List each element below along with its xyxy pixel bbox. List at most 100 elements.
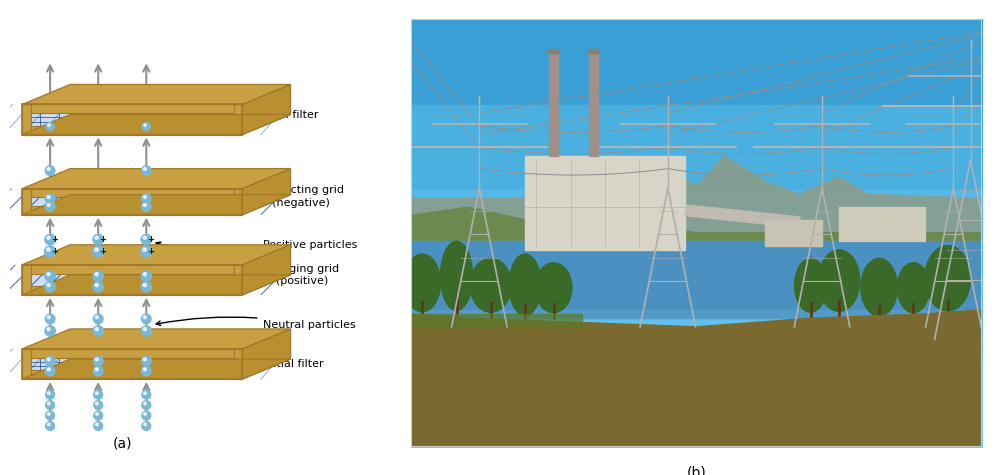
Polygon shape [22,169,291,189]
Ellipse shape [898,263,930,313]
Circle shape [142,421,150,430]
Ellipse shape [925,246,971,311]
Polygon shape [22,126,242,134]
Circle shape [93,282,103,292]
Circle shape [93,271,103,281]
Circle shape [94,401,102,409]
Circle shape [95,402,98,405]
Circle shape [47,168,50,171]
Circle shape [95,368,98,371]
Bar [589,53,598,156]
Circle shape [47,423,50,426]
Polygon shape [22,85,291,104]
Polygon shape [22,195,291,215]
Circle shape [95,284,98,286]
Text: Final filter: Final filter [263,110,318,120]
Circle shape [93,366,103,376]
Circle shape [143,284,146,286]
Circle shape [48,124,50,126]
Polygon shape [22,286,242,295]
Polygon shape [22,265,242,295]
Polygon shape [22,104,242,114]
Text: (a): (a) [112,436,132,450]
Text: +: + [147,235,154,244]
Circle shape [94,390,102,399]
Polygon shape [22,245,291,265]
Polygon shape [22,265,242,274]
Circle shape [46,401,54,409]
Polygon shape [411,207,982,250]
Circle shape [143,413,146,415]
Ellipse shape [470,258,511,312]
Circle shape [143,358,146,361]
Circle shape [143,168,146,171]
Text: (b): (b) [686,465,706,475]
Circle shape [140,246,152,257]
Circle shape [95,423,98,426]
Bar [765,220,822,246]
Circle shape [141,282,151,292]
Bar [685,205,800,228]
Polygon shape [233,189,242,215]
Circle shape [143,248,146,251]
Text: +: + [99,247,106,256]
Text: Initial filter: Initial filter [263,359,324,369]
Circle shape [141,202,151,211]
Polygon shape [22,189,242,215]
Polygon shape [22,359,291,379]
Circle shape [95,273,98,276]
Circle shape [44,246,56,257]
Polygon shape [22,114,291,134]
Circle shape [143,392,146,394]
Circle shape [143,423,146,426]
Ellipse shape [404,254,441,312]
Bar [411,241,982,318]
Polygon shape [22,349,242,379]
Polygon shape [22,329,291,349]
Circle shape [47,284,50,286]
Text: Positive particles: Positive particles [156,240,357,255]
Circle shape [93,356,103,366]
Text: +: + [51,247,58,256]
Polygon shape [411,156,982,233]
Circle shape [143,368,146,371]
Circle shape [47,236,50,239]
Circle shape [95,413,98,415]
Circle shape [94,411,102,420]
Circle shape [93,234,103,245]
Circle shape [47,392,50,394]
Polygon shape [22,265,31,295]
Circle shape [47,413,50,415]
Polygon shape [411,310,982,446]
Circle shape [46,390,54,399]
Polygon shape [242,329,291,379]
Circle shape [47,402,50,405]
Polygon shape [242,245,291,295]
Circle shape [45,282,55,292]
Polygon shape [233,265,242,295]
Circle shape [45,314,55,324]
Circle shape [142,123,150,131]
Circle shape [45,326,55,336]
Circle shape [143,196,146,199]
Circle shape [141,271,151,281]
Circle shape [141,314,151,324]
Bar [588,49,599,53]
Circle shape [47,316,50,319]
Polygon shape [22,189,31,215]
Circle shape [93,314,103,324]
Ellipse shape [509,254,541,316]
Polygon shape [22,349,31,379]
Circle shape [45,202,55,211]
Text: Charging grid
+ (positive): Charging grid + (positive) [263,264,339,286]
Circle shape [93,326,103,336]
Circle shape [144,124,146,126]
Circle shape [47,248,50,251]
Circle shape [95,316,98,319]
Circle shape [95,236,98,239]
Circle shape [141,166,151,175]
Circle shape [47,204,50,207]
Circle shape [46,411,54,420]
Ellipse shape [819,250,860,312]
Text: +: + [99,235,106,244]
